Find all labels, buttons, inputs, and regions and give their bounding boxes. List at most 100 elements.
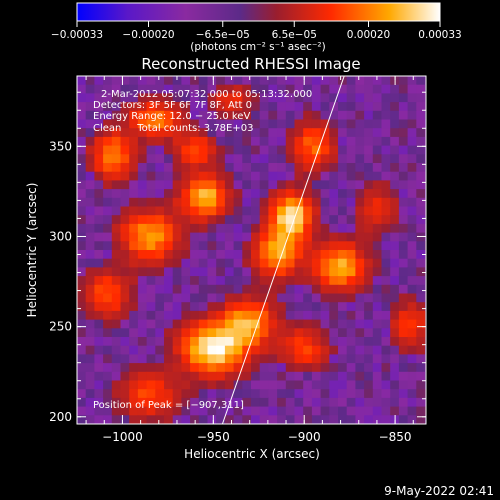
heatmap-cell: [416, 189, 426, 199]
heatmap-cell: [372, 267, 383, 277]
heatmap-cell: [155, 276, 165, 286]
heatmap-cell: [329, 258, 339, 268]
heatmap-cell: [277, 76, 287, 86]
heatmap-cell: [146, 93, 156, 103]
heatmap-cell: [120, 110, 130, 121]
heatmap-cell: [120, 76, 130, 86]
heatmap-cell: [120, 371, 130, 382]
heatmap-cell: [233, 284, 243, 295]
heatmap-cell: [198, 84, 209, 94]
heatmap-cell: [146, 180, 156, 190]
heatmap-cell: [407, 215, 417, 225]
heatmap-cell: [251, 171, 261, 181]
heatmap-cell: [311, 136, 322, 147]
heatmap-cell: [294, 250, 304, 260]
heatmap-cell: [364, 110, 374, 121]
heatmap-cell: [294, 163, 304, 173]
heatmap-cell: [181, 206, 191, 216]
heatmap-cell: [390, 206, 400, 216]
heatmap-cell: [224, 128, 235, 138]
heatmap-cell: [364, 223, 374, 234]
heatmap-cell: [233, 163, 243, 173]
heatmap-cell: [407, 136, 417, 147]
heatmap-cell: [164, 136, 174, 147]
heatmap-cell: [207, 345, 217, 355]
heatmap-cell: [277, 328, 287, 338]
heatmap-cell: [146, 223, 156, 234]
heatmap-cell: [129, 345, 139, 355]
heatmap-cell: [190, 76, 200, 86]
heatmap-cell: [268, 302, 278, 312]
heatmap-cell: [407, 389, 417, 399]
heatmap-cell: [94, 293, 104, 303]
heatmap-cell: [111, 128, 122, 138]
heatmap-cell: [77, 110, 87, 121]
heatmap-cell: [233, 154, 243, 164]
heatmap-cell: [103, 136, 113, 147]
heatmap-cell: [398, 328, 409, 338]
heatmap-cell: [294, 371, 304, 382]
heatmap-cell: [329, 363, 339, 373]
heatmap-cell: [137, 171, 148, 181]
heatmap-cell: [181, 276, 191, 286]
heatmap-cell: [129, 328, 139, 338]
heatmap-cell: [372, 110, 383, 121]
heatmap-cell: [77, 215, 87, 225]
heatmap-cell: [207, 380, 217, 390]
heatmap-cell: [381, 189, 391, 199]
heatmap-cell: [103, 163, 113, 173]
heatmap-cell: [242, 154, 252, 164]
heatmap-cell: [216, 345, 226, 355]
heatmap-cell: [285, 415, 296, 424]
heatmap-cell: [172, 328, 182, 338]
heatmap-cell: [85, 258, 95, 268]
heatmap-cell: [190, 136, 200, 147]
heatmap-cell: [329, 345, 339, 355]
heatmap-cell: [390, 371, 400, 382]
heatmap-cell: [242, 232, 252, 242]
heatmap-cell: [416, 363, 426, 373]
heatmap-cell: [268, 128, 278, 138]
heatmap-cell: [77, 363, 87, 373]
heatmap-cell: [303, 363, 313, 373]
heatmap-cell: [207, 163, 217, 173]
heatmap-cell: [224, 250, 235, 260]
heatmap-cell: [251, 406, 261, 416]
heatmap-cell: [372, 284, 383, 295]
heatmap-cell: [172, 354, 182, 364]
heatmap-cell: [372, 337, 383, 347]
heatmap-cell: [181, 284, 191, 295]
heatmap-cell: [346, 154, 356, 164]
heatmap-cell: [268, 119, 278, 129]
heatmap-cell: [285, 345, 296, 355]
heatmap-cell: [207, 354, 217, 364]
heatmap-cell: [294, 284, 304, 295]
heatmap-cell: [355, 337, 365, 347]
heatmap-cell: [294, 215, 304, 225]
heatmap-cell: [111, 302, 122, 312]
heatmap-cell: [311, 371, 322, 382]
heatmap-cell: [172, 180, 182, 190]
heatmap-cell: [398, 250, 409, 260]
heatmap-cell: [85, 180, 95, 190]
heatmap-cell: [233, 415, 243, 424]
heatmap-cell: [268, 84, 278, 94]
heatmap-cell: [259, 380, 269, 390]
heatmap-cell: [146, 371, 156, 382]
heatmap-cell: [120, 223, 130, 234]
heatmap-cell: [94, 328, 104, 338]
heatmap-cell: [129, 171, 139, 181]
heatmap-cell: [355, 267, 365, 277]
heatmap-cell: [311, 302, 322, 312]
heatmap-cell: [381, 337, 391, 347]
heatmap-cell: [285, 189, 296, 199]
heatmap-cell: [129, 163, 139, 173]
heatmap-cell: [364, 406, 374, 416]
heatmap-cell: [294, 76, 304, 86]
heatmap-cell: [85, 397, 95, 408]
heatmap-cell: [146, 154, 156, 164]
heatmap-cell: [137, 293, 148, 303]
heatmap-cell: [181, 250, 191, 260]
heatmap-cell: [137, 206, 148, 216]
heatmap-cell: [320, 406, 330, 416]
